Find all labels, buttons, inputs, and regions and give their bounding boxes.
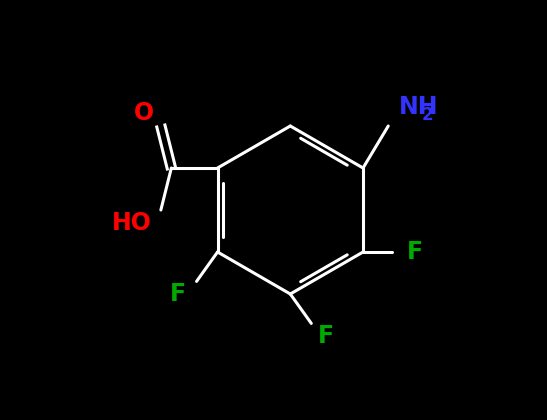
Text: 2: 2	[422, 106, 433, 123]
Text: F: F	[407, 240, 423, 264]
Text: HO: HO	[112, 210, 152, 235]
Text: NH: NH	[399, 95, 438, 119]
Text: O: O	[134, 101, 154, 126]
Text: F: F	[318, 324, 334, 348]
Text: F: F	[170, 282, 186, 306]
